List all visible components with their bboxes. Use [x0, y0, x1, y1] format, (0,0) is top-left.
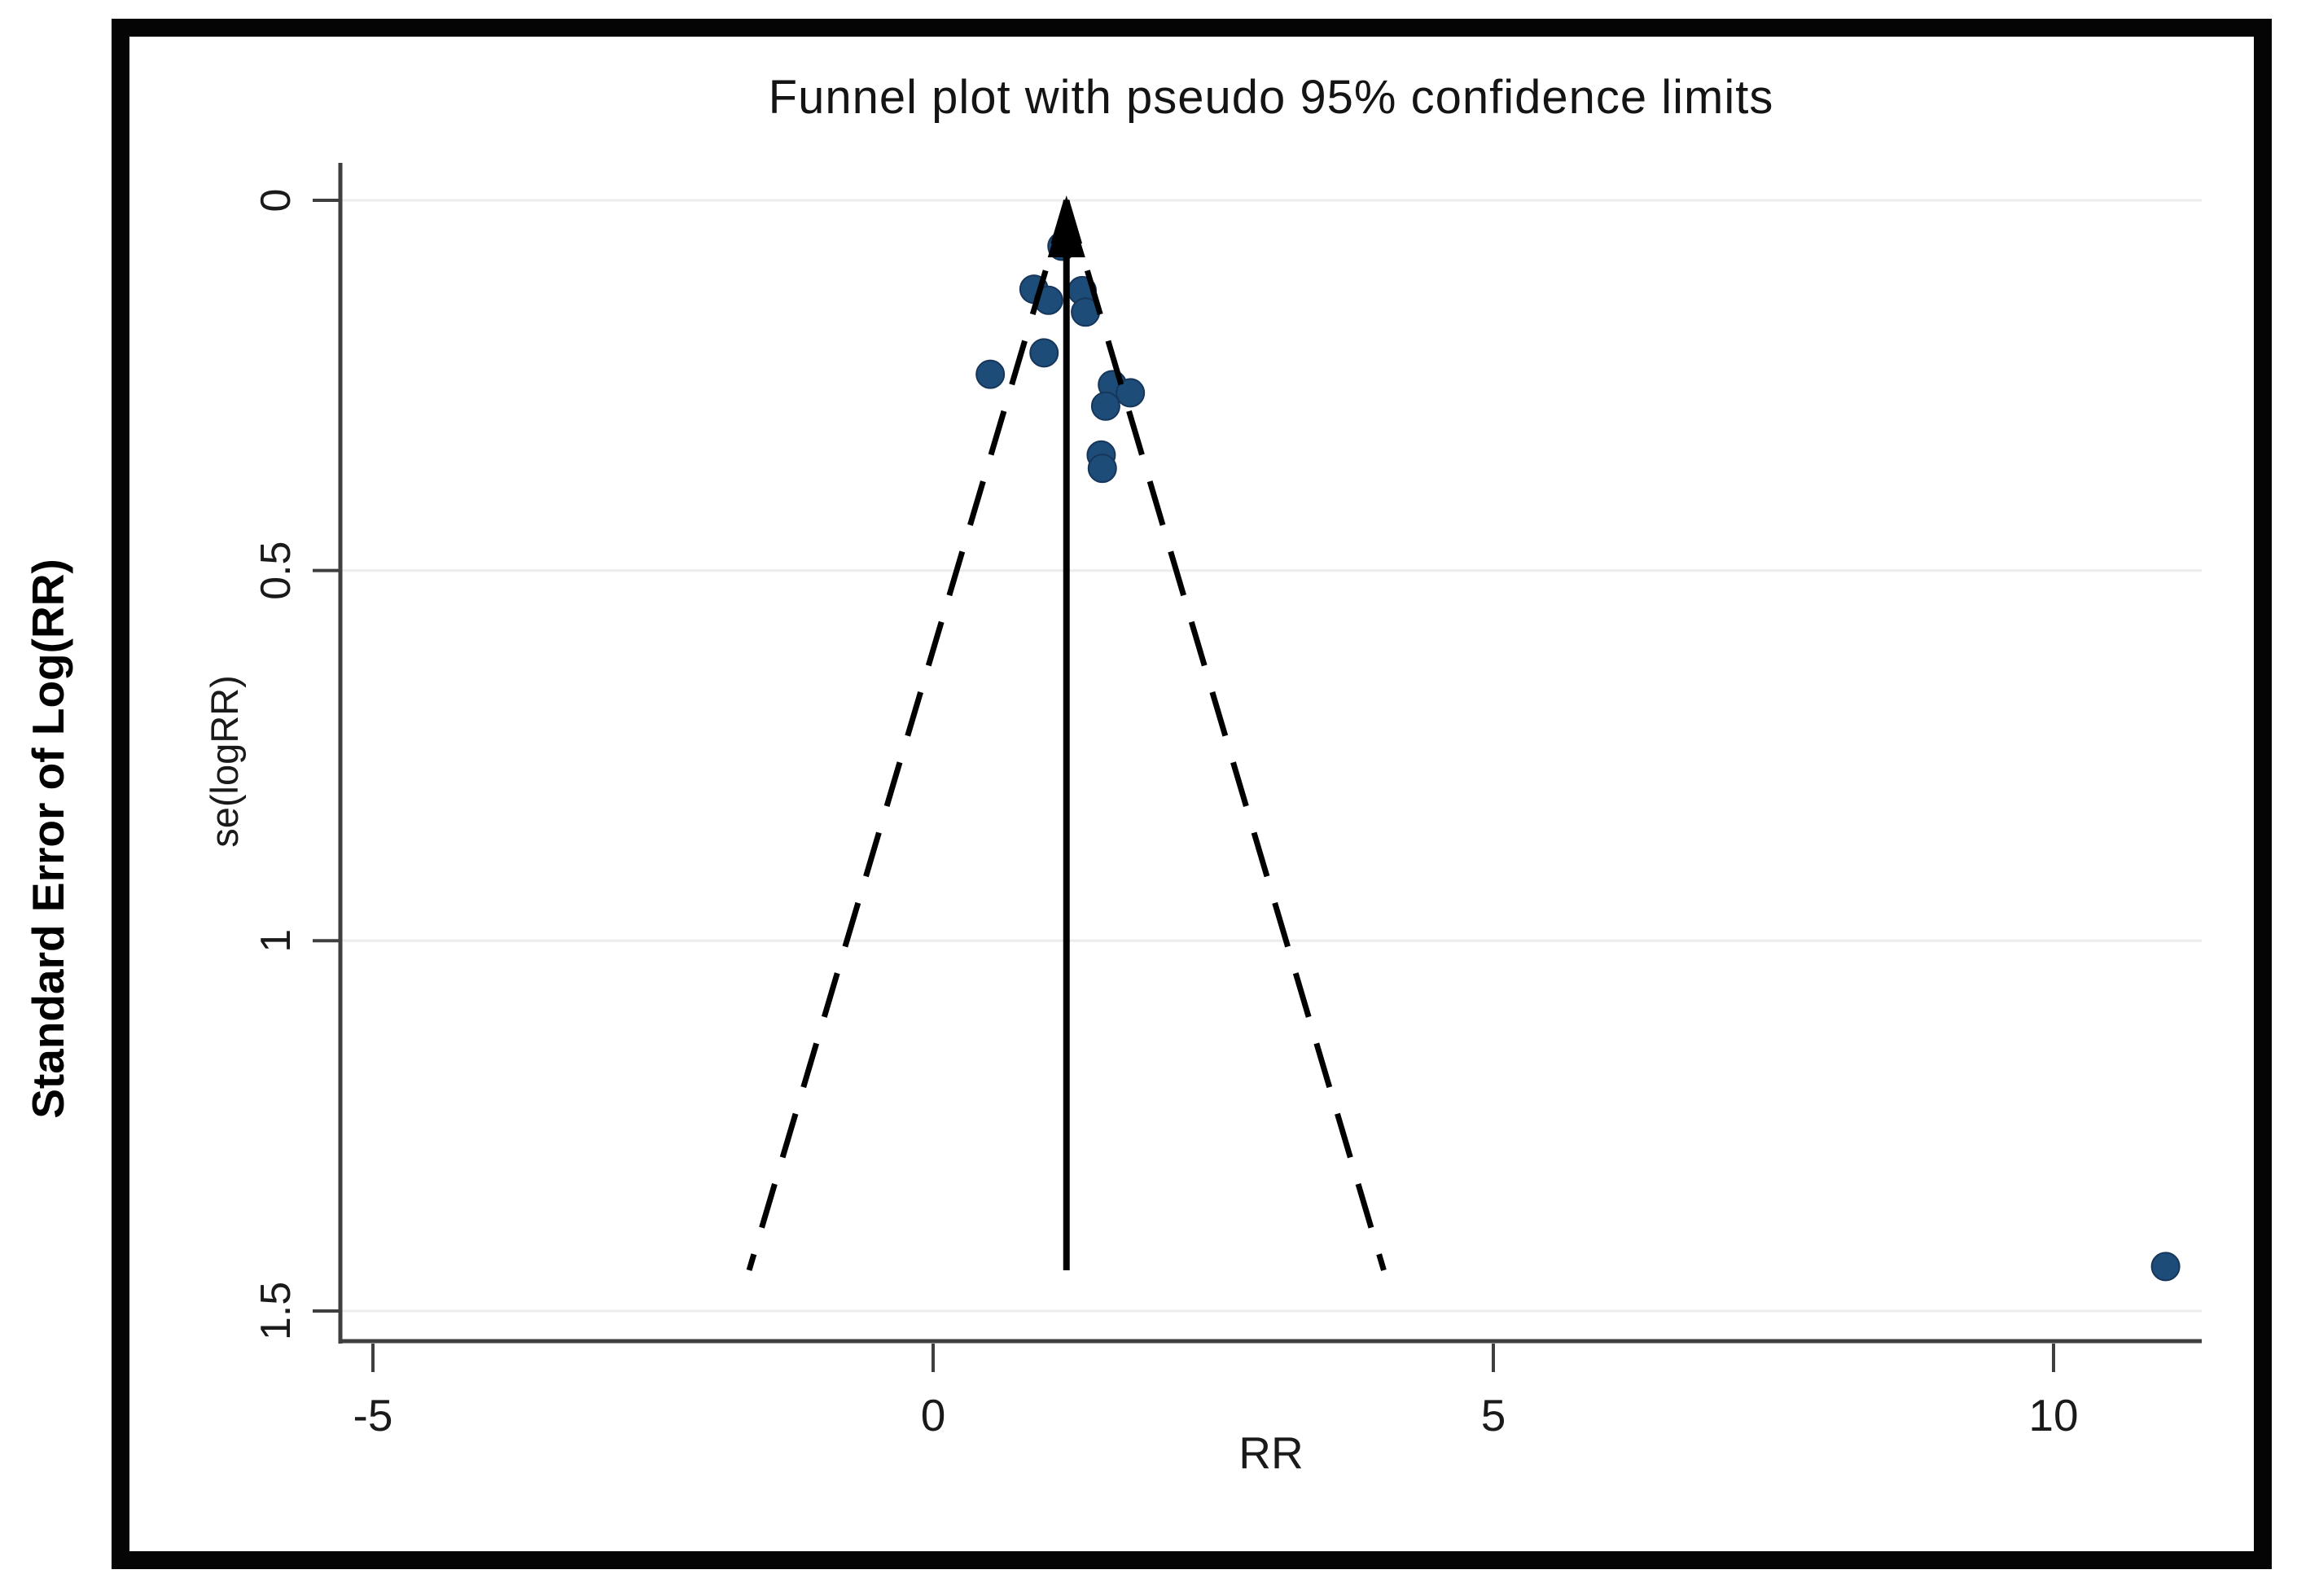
x-tick-label: 10 — [2028, 1390, 2078, 1440]
chart-title: Funnel plot with pseudo 95% confidence l… — [768, 71, 1774, 124]
funnel-apex-right-limit — [1063, 200, 1387, 1271]
data-point — [1029, 338, 1059, 368]
x-tick-label: -5 — [353, 1390, 393, 1440]
data-point — [975, 359, 1006, 389]
y-tick-label: 0.5 — [252, 542, 300, 600]
y-tick-label: 1.5 — [252, 1282, 300, 1340]
data-point — [1090, 391, 1120, 421]
x-axis-label: RR — [1238, 1427, 1304, 1478]
y-tick-label: 1 — [252, 929, 300, 953]
data-point — [2150, 1252, 2181, 1282]
x-tick-label: 0 — [921, 1390, 946, 1440]
data-point — [1116, 378, 1146, 408]
funnel-left-limit — [746, 200, 1070, 1271]
y-tick-label: 0 — [252, 189, 300, 213]
data-point — [1087, 454, 1117, 484]
x-tick-label: 5 — [1481, 1390, 1506, 1440]
funnel-apex-cap — [1047, 195, 1085, 257]
